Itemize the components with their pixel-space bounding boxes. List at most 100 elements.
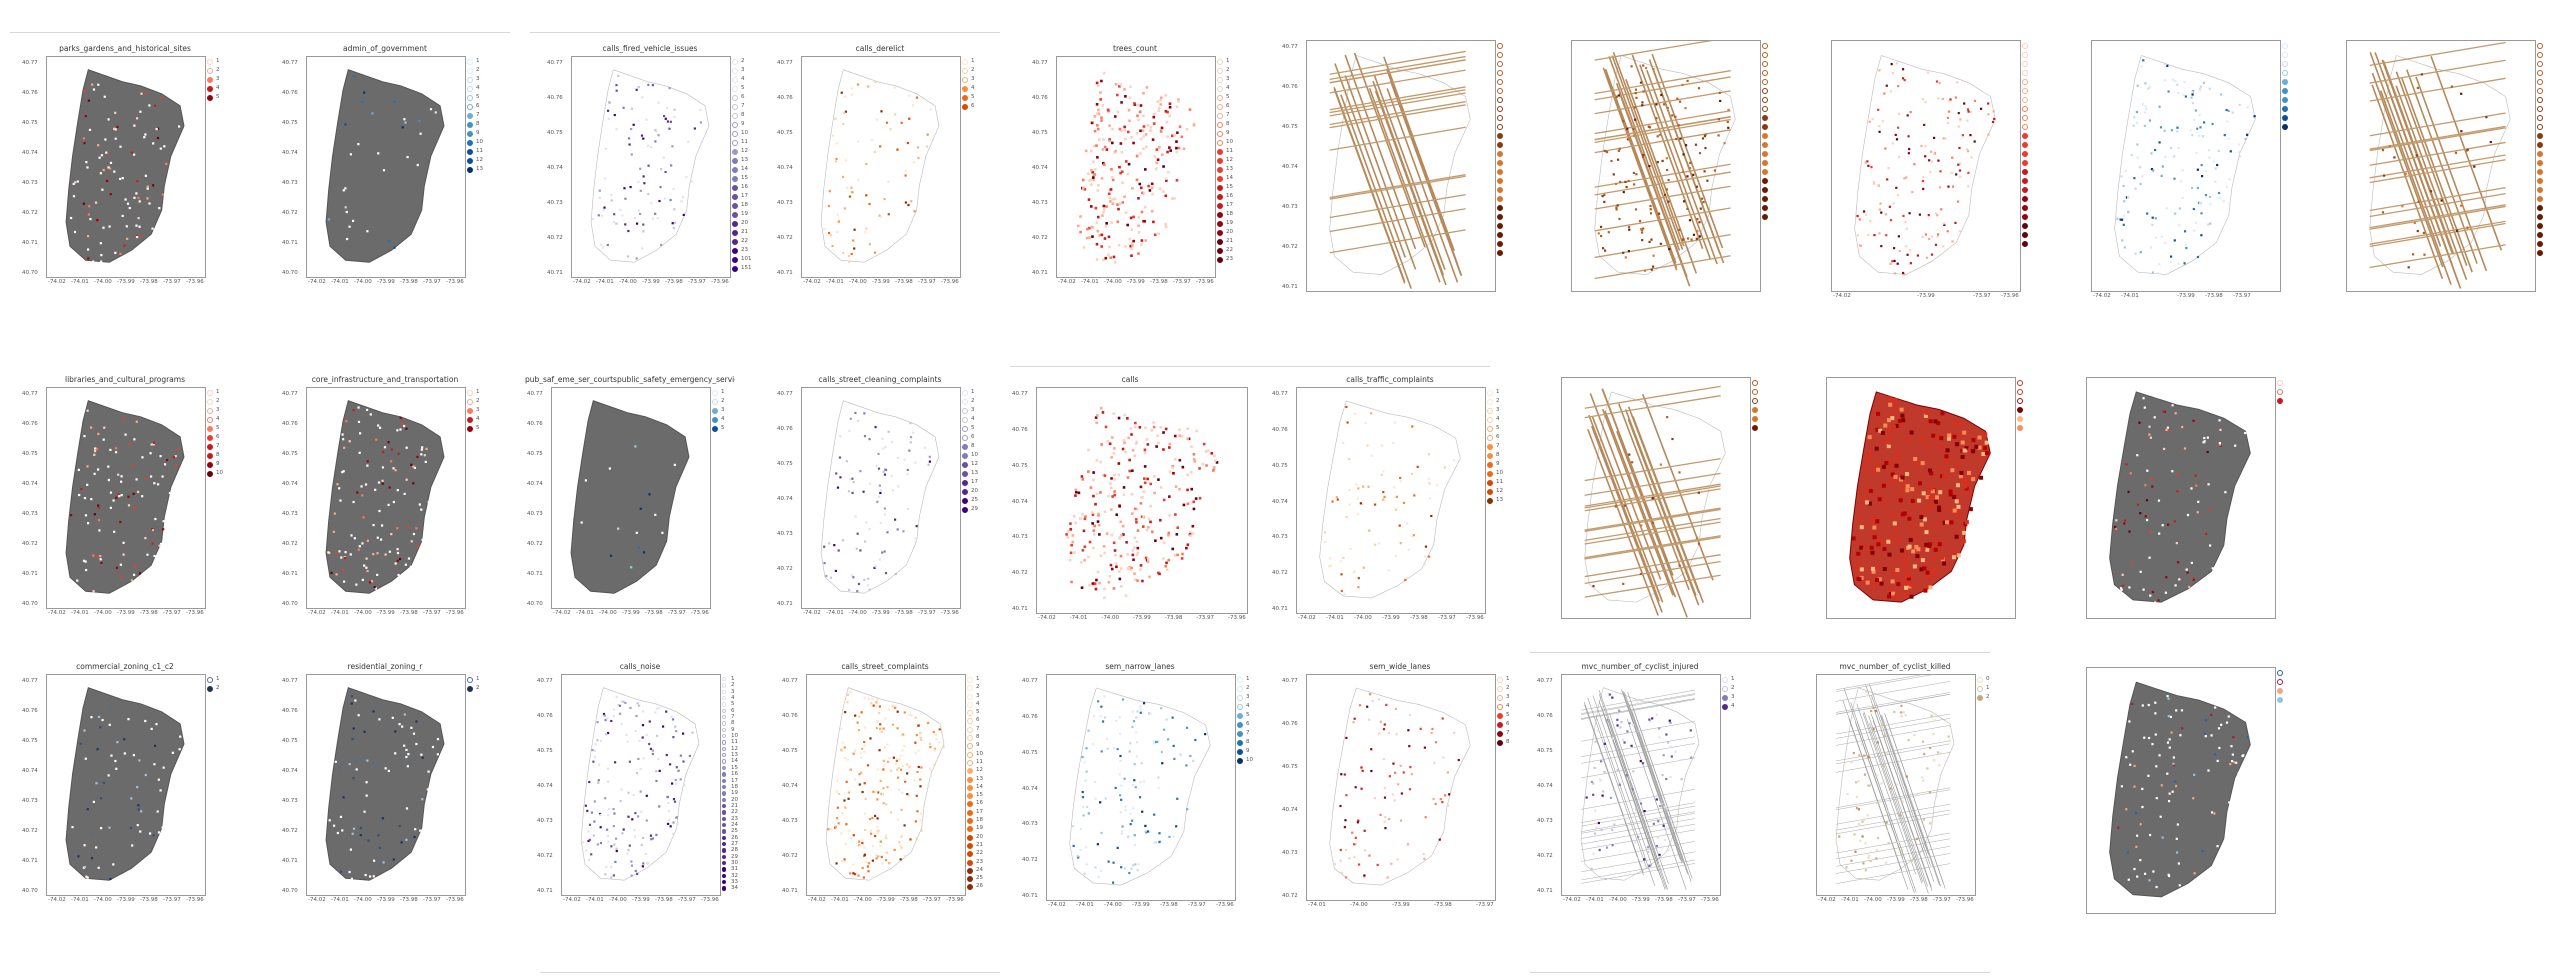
data-point	[672, 187, 675, 191]
data-point	[642, 137, 645, 140]
legend-label: 1	[1731, 676, 1735, 682]
data-point	[1107, 860, 1110, 863]
data-point	[933, 749, 936, 752]
data-point	[610, 876, 613, 879]
street-line	[1584, 472, 1721, 496]
data-point	[1154, 167, 1158, 171]
data-point	[412, 532, 416, 536]
data-point	[1704, 133, 1707, 136]
data-point	[1104, 797, 1107, 800]
data-point	[1103, 695, 1106, 698]
data-point	[1180, 135, 1184, 139]
data-point	[1083, 188, 1087, 191]
y-tick-label: 40.77	[282, 60, 298, 66]
data-point	[880, 730, 883, 733]
data-point	[1635, 173, 1638, 176]
data-point	[650, 838, 653, 841]
legend-marker	[467, 677, 473, 683]
y-tick-label: 40.71	[282, 240, 298, 246]
data-point	[651, 84, 654, 87]
data-point	[1112, 541, 1116, 545]
panel-title: calls	[1121, 375, 1139, 384]
data-point	[1195, 429, 1198, 433]
street-line	[1598, 690, 1659, 861]
data-point	[1887, 594, 1892, 599]
data-point	[1111, 178, 1115, 182]
data-point	[138, 200, 141, 203]
y-tick-label: 40.76	[537, 713, 553, 719]
street-line	[1584, 395, 1721, 419]
legend-marker	[967, 834, 973, 841]
data-point	[107, 118, 110, 121]
manhattan-outline	[1076, 69, 1194, 263]
y-tick-label: 40.76	[782, 713, 798, 719]
x-tick-label: -73.96	[691, 610, 709, 616]
data-point	[1383, 495, 1386, 499]
data-point	[1368, 718, 1371, 721]
legend-marker	[1217, 104, 1223, 110]
data-point	[1213, 459, 1217, 463]
data-point	[2161, 165, 2164, 168]
data-point	[641, 710, 645, 713]
data-point	[1900, 715, 1903, 718]
data-point	[655, 770, 658, 773]
data-point	[1858, 754, 1861, 757]
legend-marker	[1497, 151, 1503, 157]
data-point	[1430, 731, 1433, 735]
legend-marker	[467, 408, 473, 414]
data-point	[630, 107, 634, 110]
data-point	[932, 730, 935, 734]
data-point	[863, 412, 866, 415]
data-point	[1887, 552, 1892, 557]
data-point	[1190, 471, 1193, 474]
data-point	[1853, 833, 1856, 836]
data-point	[1692, 173, 1695, 176]
data-point	[2191, 102, 2194, 105]
data-point	[2190, 561, 2193, 565]
data-point	[1907, 516, 1912, 521]
data-point	[1393, 799, 1396, 802]
data-point	[699, 142, 703, 145]
street-line	[1601, 707, 1662, 878]
data-point	[1158, 146, 1161, 149]
legend-marker	[722, 753, 727, 758]
map-panel: -74.02 -73.99 -73.97 -73.96	[1805, 28, 2045, 308]
x-tick-label: -73.96	[446, 279, 464, 285]
data-point	[1944, 520, 1949, 525]
data-point	[1436, 483, 1439, 487]
data-point	[1625, 774, 1628, 777]
legend-marker	[1752, 416, 1758, 422]
map-panel: calls_derelict 40.77 40.76 40.75 40.74 40.73 4…	[775, 44, 985, 294]
data-point	[2218, 443, 2222, 446]
data-point	[1399, 480, 1402, 483]
data-point	[1131, 553, 1135, 557]
legend-label: 11	[741, 139, 748, 145]
data-point	[2199, 85, 2202, 88]
data-point	[1379, 813, 1382, 816]
map-panel	[2060, 365, 2300, 635]
data-point	[1092, 494, 1095, 498]
data-point	[1149, 126, 1153, 129]
data-point	[878, 484, 881, 487]
data-point	[1108, 574, 1112, 578]
x-tick-label: -73.98	[900, 897, 918, 903]
data-point	[1695, 237, 1698, 240]
street-line	[1639, 64, 1711, 259]
map-panel: parks_gardens_and_historical_sites 40.77 4…	[20, 44, 230, 294]
data-point	[2174, 80, 2177, 83]
data-point	[886, 786, 889, 789]
data-point	[123, 752, 126, 755]
y-tick-label: 40.76	[1012, 426, 1028, 433]
legend-label: 29	[731, 853, 738, 860]
data-point	[381, 466, 385, 469]
data-point	[2238, 155, 2241, 158]
x-tick-label: -74.02	[1038, 615, 1056, 621]
legend-marker	[2022, 178, 2028, 184]
data-point	[597, 781, 600, 784]
data-point	[1348, 488, 1351, 492]
data-point	[1869, 859, 1872, 863]
manhattan-outline	[1062, 401, 1220, 599]
data-point	[176, 447, 179, 451]
data-point	[1938, 444, 1943, 449]
data-point	[635, 257, 638, 260]
